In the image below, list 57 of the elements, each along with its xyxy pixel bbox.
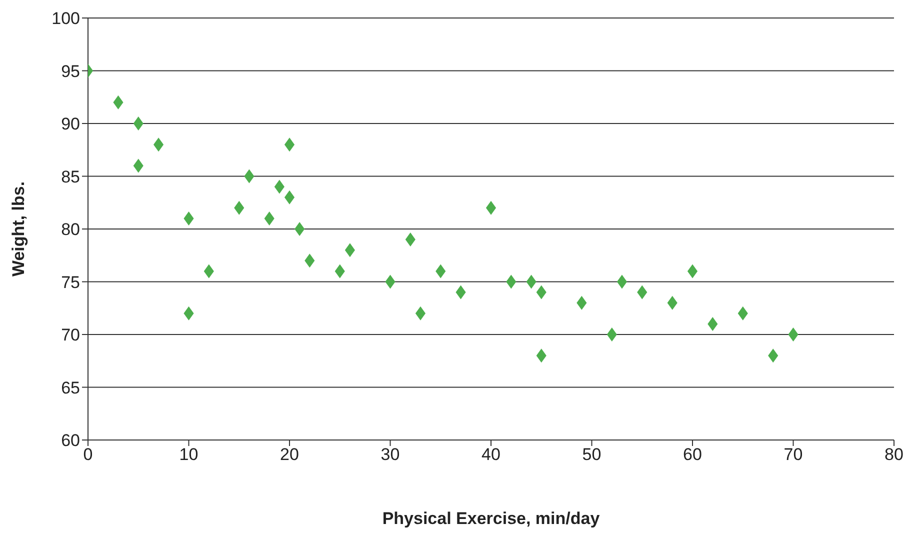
point bbox=[506, 274, 516, 289]
y-tick-label: 100 bbox=[52, 9, 80, 28]
point bbox=[133, 116, 144, 130]
x-tick-label: 10 bbox=[179, 445, 198, 464]
y-tick-label: 85 bbox=[61, 167, 80, 186]
point bbox=[616, 274, 628, 289]
point bbox=[536, 348, 546, 363]
y-tick-label: 95 bbox=[61, 62, 80, 81]
point bbox=[153, 138, 164, 152]
y-tick-label: 80 bbox=[61, 220, 80, 240]
point bbox=[768, 348, 778, 363]
y-axis-title: Weight, lbs. bbox=[9, 181, 28, 277]
point bbox=[234, 200, 244, 215]
x-tick-label: 0 bbox=[83, 445, 93, 464]
point bbox=[486, 200, 496, 215]
point bbox=[284, 190, 295, 204]
y-tick-label: 60 bbox=[61, 431, 80, 450]
x-tick-label: 20 bbox=[280, 445, 299, 464]
x-tick-label: 60 bbox=[683, 445, 702, 464]
point bbox=[274, 180, 284, 194]
y-tick-label: 75 bbox=[61, 272, 80, 292]
x-tick-label: 80 bbox=[884, 445, 904, 464]
point bbox=[788, 328, 798, 342]
point bbox=[133, 158, 144, 173]
point bbox=[294, 222, 305, 236]
point bbox=[526, 274, 536, 289]
x-tick-label: 70 bbox=[784, 445, 803, 464]
point bbox=[284, 138, 295, 152]
point bbox=[304, 254, 315, 268]
point bbox=[667, 296, 678, 310]
point bbox=[637, 285, 648, 300]
point bbox=[436, 264, 446, 278]
y-tick-label: 70 bbox=[61, 326, 80, 345]
point bbox=[606, 328, 617, 342]
x-axis-title: Physical Exercise, min/day bbox=[382, 509, 600, 528]
x-tick-label: 40 bbox=[482, 445, 500, 464]
x-tick-label: 50 bbox=[582, 445, 602, 464]
point bbox=[344, 243, 355, 258]
point bbox=[708, 316, 718, 331]
point bbox=[576, 296, 587, 310]
point bbox=[204, 264, 214, 278]
point bbox=[264, 211, 274, 226]
point bbox=[687, 264, 698, 278]
point bbox=[184, 211, 194, 226]
point bbox=[334, 264, 345, 278]
point bbox=[456, 285, 466, 300]
point bbox=[113, 95, 124, 110]
point bbox=[184, 306, 194, 320]
point bbox=[536, 285, 546, 300]
point bbox=[405, 232, 416, 247]
point bbox=[415, 306, 426, 320]
x-tick-label: 30 bbox=[380, 445, 400, 464]
y-tick-label: 65 bbox=[61, 378, 80, 398]
point bbox=[244, 169, 254, 184]
point bbox=[738, 306, 748, 320]
y-tick-label: 90 bbox=[61, 114, 80, 134]
point bbox=[385, 274, 396, 289]
